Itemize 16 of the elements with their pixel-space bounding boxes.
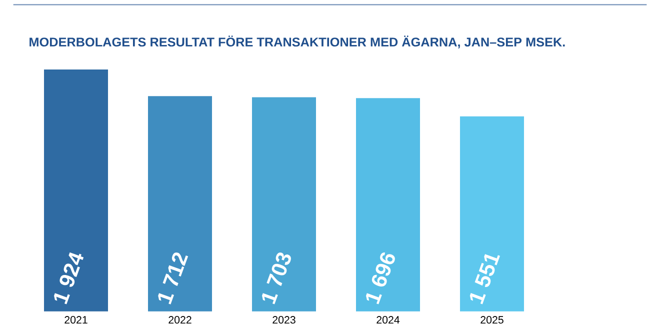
- bar: [44, 70, 108, 312]
- bar: [148, 96, 212, 312]
- data-label: 1 712: [158, 252, 188, 304]
- x-tick-label: 2025: [480, 316, 504, 324]
- x-tick-label: 2024: [376, 316, 400, 324]
- chart-title: MODERBOLAGETS RESULTAT FÖRE TRANSAKTIONER MED ÄGARNA, JAN–SEP MSEK.: [30, 36, 565, 48]
- bar: [252, 97, 316, 312]
- x-tick-label: 2023: [272, 316, 296, 324]
- data-label: 1 551: [470, 254, 500, 304]
- data-label: 1 703: [262, 252, 291, 304]
- x-tick-label: 2022: [168, 316, 192, 324]
- bar: [356, 98, 420, 312]
- data-label: 1 924: [54, 252, 84, 304]
- x-tick-label: 2021: [64, 316, 88, 324]
- data-label: 1 696: [366, 252, 395, 304]
- bar: [460, 116, 524, 312]
